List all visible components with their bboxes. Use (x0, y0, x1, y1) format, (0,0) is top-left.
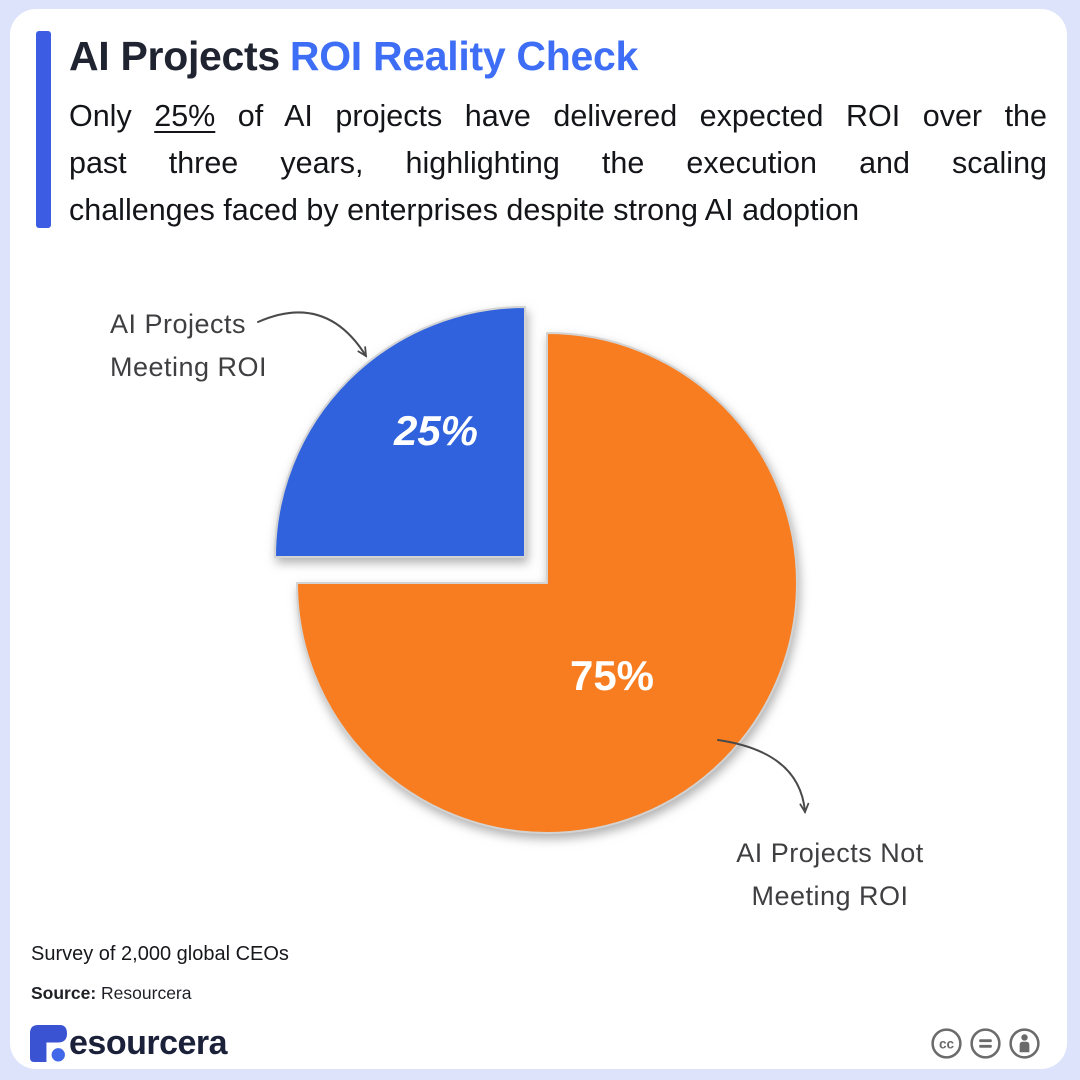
pie-label-meeting-roi: AI Projects Meeting ROI (110, 303, 267, 389)
cc-icon: cc (931, 1028, 962, 1059)
by-icon (1009, 1028, 1040, 1059)
pie-value-label-meeting-roi: 25% (393, 407, 479, 454)
logo-text: esourcera (69, 1024, 228, 1062)
subtitle-line-1: Only 25% of AI projects have delivered e… (69, 93, 1047, 140)
page-title-dark-part: AI Projects (69, 33, 280, 79)
pie-slice-meeting-roi (274, 306, 526, 558)
source-label: Source: (31, 983, 97, 1003)
pie-label-not-meeting-roi: AI Projects Not Meeting ROI (705, 832, 955, 918)
page-title-accent-part: ROI Reality Check (289, 33, 638, 79)
subtitle-line-1-prefix: Only (69, 99, 155, 133)
subtitle-paragraph: Only 25% of AI projects have delivered e… (69, 93, 1047, 234)
underlined-stat: 25% (154, 99, 216, 133)
license-icons: cc (930, 1027, 1041, 1060)
brand-logo: esourcera (30, 1024, 228, 1063)
pie-value-label-not-meeting-roi: 75% (569, 652, 655, 699)
callout-arrow-not-meeting-roi (717, 739, 810, 815)
svg-text:cc: cc (939, 1036, 955, 1051)
resourcera-logo-icon (30, 1025, 67, 1062)
survey-note: Survey of 2,000 global CEOs (31, 943, 289, 965)
pie-label-meeting-roi-line-2: Meeting ROI (110, 352, 268, 382)
subtitle-line-3: challenges faced by enterprises despite … (69, 193, 860, 227)
pie-label-meeting-roi-line-1: AI Projects (110, 309, 247, 339)
callout-arrow-meeting-roi (257, 311, 368, 358)
subtitle-line-1-suffix: of AI projects have delivered expected R… (215, 99, 1047, 133)
nd-icon (970, 1028, 1001, 1059)
page-title: AI Projects ROI Reality Check (69, 33, 638, 80)
source-value: Resourcera (101, 983, 192, 1003)
pie-label-not-meeting-roi-line-2: Meeting ROI (751, 881, 909, 911)
pie-label-not-meeting-roi-line-1: AI Projects Not (736, 838, 924, 868)
pie-chart (257, 306, 810, 834)
title-accent-bar (36, 31, 51, 228)
pie-slice-not-meeting-roi (296, 332, 798, 834)
source-note: Source: Resourcera (31, 983, 192, 1004)
subtitle-line-2: past three years, highlighting the execu… (69, 146, 1047, 180)
content-card (10, 9, 1067, 1069)
